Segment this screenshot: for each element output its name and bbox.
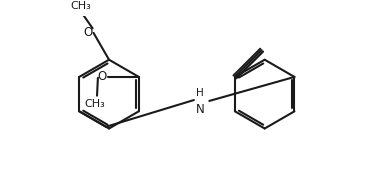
- Text: N: N: [196, 103, 205, 116]
- Text: O: O: [98, 70, 107, 83]
- Text: H: H: [197, 88, 204, 98]
- Text: CH₃: CH₃: [85, 99, 106, 109]
- Text: O: O: [83, 25, 93, 39]
- Text: CH₃: CH₃: [71, 1, 91, 11]
